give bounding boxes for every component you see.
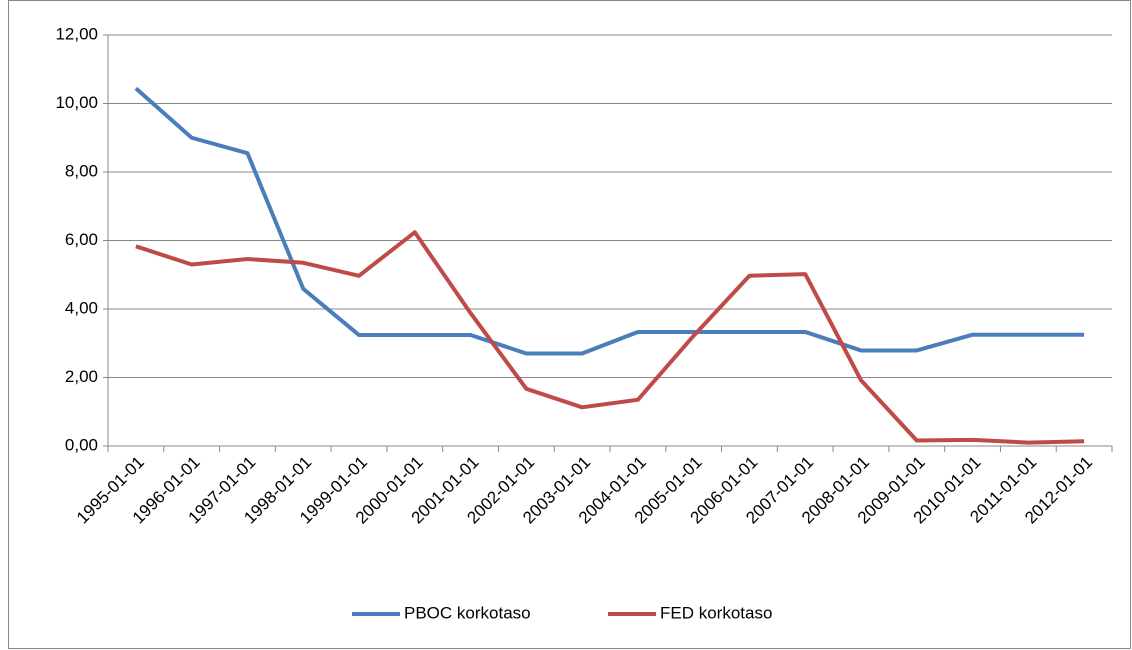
legend-label: FED korkotaso [660, 603, 772, 622]
y-tick-label: 2,00 [65, 367, 98, 386]
y-tick-label: 8,00 [65, 161, 98, 180]
y-tick-label: 12,00 [55, 24, 98, 43]
chart-border [8, 0, 1131, 649]
y-tick-label: 6,00 [65, 230, 98, 249]
series-line [135, 230, 1085, 445]
legend-label: PBOC korkotaso [404, 603, 531, 622]
y-tick-label: 4,00 [65, 298, 98, 317]
y-tick-label: 10,00 [55, 93, 98, 112]
y-tick-label: 0,00 [65, 435, 98, 454]
series-line [134, 86, 1085, 356]
